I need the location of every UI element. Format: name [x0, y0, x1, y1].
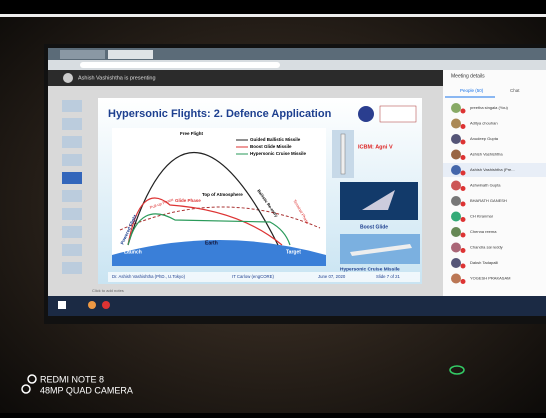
presenter: Ashish Vashishtha is presenting [78, 75, 156, 81]
top-bar [0, 0, 546, 14]
participant-avatar [451, 181, 461, 191]
photo: Ashish Vashishtha is presenting Hyperson… [0, 0, 546, 413]
participant-name[interactable]: Chandra sai reddy [470, 245, 503, 250]
sidebar-title: Meeting details [451, 73, 485, 79]
rocket [341, 134, 345, 174]
avatar [63, 73, 73, 83]
mic-muted [461, 140, 466, 145]
footer-author: Dr. Ashish Vashishtha (PhD., U.Tokyo) [112, 274, 186, 279]
participant-avatar [451, 227, 461, 237]
participant-name[interactable]: Ashwinath Gupta [470, 183, 501, 188]
caption: ICBM: Agni V [358, 144, 393, 150]
mic-muted [461, 279, 466, 284]
thumb[interactable] [62, 118, 82, 130]
mic-muted [461, 124, 466, 129]
chat-tab[interactable]: Chat [510, 88, 520, 93]
participant-avatar [451, 103, 461, 113]
diagram-label: Free Flight [180, 131, 204, 136]
participant-name[interactable]: Daksh Tadapalli [470, 260, 498, 265]
participant-avatar [451, 196, 461, 206]
mic-muted [461, 264, 466, 269]
participant-name[interactable]: CH Kiranmai [470, 214, 493, 219]
participant-avatar [451, 212, 461, 222]
mic-muted [461, 186, 466, 191]
mic-muted [461, 217, 466, 222]
participant-avatar [451, 243, 461, 253]
thumb[interactable] [62, 262, 82, 274]
mic-muted [461, 248, 466, 253]
participant-avatar [451, 134, 461, 144]
logo [380, 106, 416, 122]
participant-name[interactable]: BHARATH GANESH [470, 198, 507, 203]
participant-avatar [451, 258, 461, 268]
tab[interactable] [108, 50, 153, 59]
legend-label: Boost Glide Missile [250, 144, 292, 149]
thumb[interactable] [62, 100, 82, 112]
diagram-label: Launch [124, 249, 142, 255]
slide-title: Hypersonic Flights: 2. Defence Applicati… [108, 108, 332, 120]
legend-label: Guided Ballistic Missile [250, 137, 301, 142]
participant-name[interactable]: Ashish Vashishtha (Pre... [470, 167, 515, 172]
tab[interactable] [60, 50, 105, 59]
participant-name[interactable]: Aditya chouhan [470, 121, 498, 126]
camera-lens: 48MP QUAD CAMERA [40, 385, 133, 395]
taskbar-icon[interactable] [102, 301, 110, 309]
thumb[interactable] [62, 244, 82, 256]
mic-muted [461, 155, 466, 160]
mic-muted [461, 171, 466, 176]
footer-date: June 07, 2020 [318, 274, 346, 279]
participant-name[interactable]: Anudeep Gupta [470, 136, 499, 141]
footer-slide: Slide 7 of 21 [376, 274, 400, 279]
mic-muted [461, 109, 466, 114]
url-field[interactable] [80, 62, 280, 68]
taskbar-icon[interactable] [88, 301, 96, 309]
start-button[interactable] [58, 301, 66, 309]
participant-avatar [451, 119, 461, 129]
people-tab[interactable]: People (50) [460, 88, 484, 93]
notes: Click to add notes [92, 288, 124, 293]
caption: Boost Glide [360, 224, 388, 230]
thumb[interactable] [62, 190, 82, 202]
thumb[interactable] [62, 172, 82, 184]
participant-name[interactable]: Chenna reema [470, 229, 497, 234]
participant-name[interactable]: Ashish Vashishtha [470, 152, 503, 157]
thumb[interactable] [62, 208, 82, 220]
participant-avatar [451, 165, 461, 175]
legend-label: Hypersonic Cruise Missile [250, 151, 307, 156]
top-strip [0, 14, 546, 17]
diagram-label: Earth [205, 240, 218, 246]
diagram-label: Target [286, 249, 301, 255]
footer-inst: IT Carlow (engCORE) [232, 274, 275, 279]
participant-avatar [451, 150, 461, 160]
logo [358, 106, 374, 122]
thumb[interactable] [62, 136, 82, 148]
thumb[interactable] [62, 154, 82, 166]
mic-muted [461, 233, 466, 238]
thumb[interactable] [62, 226, 82, 238]
mic-muted [461, 202, 466, 207]
participant-avatar [451, 274, 461, 284]
diagram-label: Top of Atmosphere [202, 192, 243, 197]
participant-name[interactable]: YOGESH PRAKASAM [470, 276, 510, 281]
diagram-label: Glide Phase [175, 198, 201, 203]
caption: Hypersonic Cruise Missile [340, 266, 400, 272]
participant-name[interactable]: preetha singala (You) [470, 105, 509, 110]
taskbar [48, 296, 546, 316]
camera-model: REDMI NOTE 8 [40, 374, 104, 384]
